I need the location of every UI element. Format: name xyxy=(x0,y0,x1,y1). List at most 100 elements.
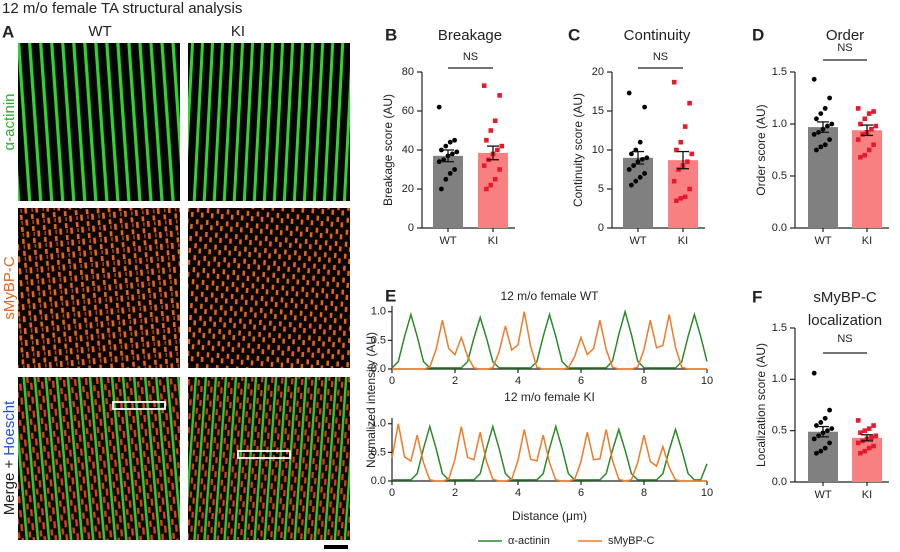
data-point xyxy=(827,407,832,413)
y-axis-label: Localization score (AU) xyxy=(754,343,768,467)
data-point xyxy=(492,176,498,182)
data-point xyxy=(439,147,444,153)
line-series xyxy=(392,423,708,481)
data-point xyxy=(626,167,632,172)
legend-label: α-actinin xyxy=(508,535,550,547)
data-point xyxy=(827,137,832,143)
x-tick-label: KI xyxy=(862,235,872,247)
y-tick-label: 1.0 xyxy=(772,118,787,130)
column-header: WT xyxy=(88,23,111,40)
y-tick-label: 0.5 xyxy=(772,170,787,182)
data-point xyxy=(492,118,498,124)
data-point xyxy=(866,445,872,451)
row-label: α-actinin xyxy=(1,93,18,150)
data-point xyxy=(866,426,872,431)
data-point xyxy=(497,93,502,98)
micrograph xyxy=(188,43,350,201)
x-tick-label: 4 xyxy=(515,487,521,499)
significance-label: NS xyxy=(837,333,852,345)
x-tick-label: 4 xyxy=(515,375,521,387)
data-point xyxy=(629,151,634,157)
data-point xyxy=(678,139,684,145)
data-point xyxy=(452,137,457,143)
x-tick-label: KI xyxy=(862,489,872,501)
data-point xyxy=(484,186,489,192)
data-point xyxy=(488,128,494,133)
bar xyxy=(668,160,698,228)
data-point xyxy=(858,430,863,436)
y-tick-label: 0.0 xyxy=(772,476,787,488)
data-point xyxy=(825,123,830,129)
data-point xyxy=(452,167,457,172)
data-point xyxy=(818,111,824,116)
micrograph xyxy=(18,208,180,368)
roi-box xyxy=(112,401,166,410)
row-label: Merge + Hoescht xyxy=(1,400,18,515)
data-point xyxy=(484,137,489,143)
row-label-part: Hoescht xyxy=(1,400,18,456)
x-tick-label: WT xyxy=(439,235,456,247)
y-tick-label: 80 xyxy=(402,66,414,78)
micrograph xyxy=(188,208,350,368)
significance-label: NS xyxy=(463,51,478,63)
data-point xyxy=(860,132,865,137)
data-point xyxy=(822,142,828,148)
data-point xyxy=(829,121,835,127)
x-tick-label: KI xyxy=(678,235,688,247)
data-point xyxy=(871,423,876,428)
y-tick-label: 0.0 xyxy=(772,222,787,234)
y-tick-label: 60 xyxy=(402,105,414,117)
panel-letter: C xyxy=(568,25,580,44)
data-point xyxy=(873,433,879,439)
data-point xyxy=(855,137,861,142)
data-point xyxy=(871,142,876,148)
data-point xyxy=(443,143,449,149)
data-point xyxy=(685,159,690,164)
data-point xyxy=(626,90,632,96)
y-tick-label: 0.5 xyxy=(371,446,386,458)
data-point xyxy=(687,100,692,106)
data-point xyxy=(811,132,817,137)
data-point xyxy=(818,420,824,425)
data-point xyxy=(814,450,819,456)
x-tick-label: 6 xyxy=(578,375,584,387)
chart-title: Breakage xyxy=(438,27,502,44)
data-point xyxy=(640,156,645,162)
x-axis-label: Distance (μm) xyxy=(512,509,587,523)
y-axis-label: Normalized intensity (AU) xyxy=(364,332,378,468)
row-label-part: Merge + xyxy=(1,460,18,516)
data-point xyxy=(818,448,824,454)
data-point xyxy=(454,149,460,155)
x-tick-label: 2 xyxy=(452,375,458,387)
data-point xyxy=(811,436,817,442)
y-axis-label: Order score (AU) xyxy=(754,104,768,195)
bar xyxy=(852,130,882,228)
y-tick-label: 5 xyxy=(598,183,604,195)
data-point xyxy=(671,79,677,85)
y-tick-label: 0.5 xyxy=(772,425,787,437)
y-tick-label: 0.5 xyxy=(371,334,386,346)
data-point xyxy=(855,106,861,111)
data-point xyxy=(676,167,681,172)
y-tick-label: 1.5 xyxy=(772,322,787,334)
chart-title: Continuity xyxy=(624,27,691,44)
chart-title: sMyBP-C xyxy=(813,289,877,306)
data-point xyxy=(689,151,695,157)
y-tick-label: 1.0 xyxy=(371,306,386,318)
data-point xyxy=(642,104,647,110)
data-point xyxy=(869,126,874,132)
x-tick-label: KI xyxy=(488,235,498,247)
data-point xyxy=(862,152,868,158)
data-point xyxy=(816,433,821,439)
x-tick-label: 0 xyxy=(389,487,395,499)
data-point xyxy=(814,147,819,153)
y-tick-label: 1.5 xyxy=(772,66,787,78)
data-point xyxy=(497,167,502,172)
y-tick-label: 20 xyxy=(592,66,604,78)
data-point xyxy=(855,440,861,446)
data-point xyxy=(871,443,876,449)
data-point xyxy=(629,182,634,188)
data-point xyxy=(855,418,861,423)
y-tick-label: 10 xyxy=(592,144,604,156)
